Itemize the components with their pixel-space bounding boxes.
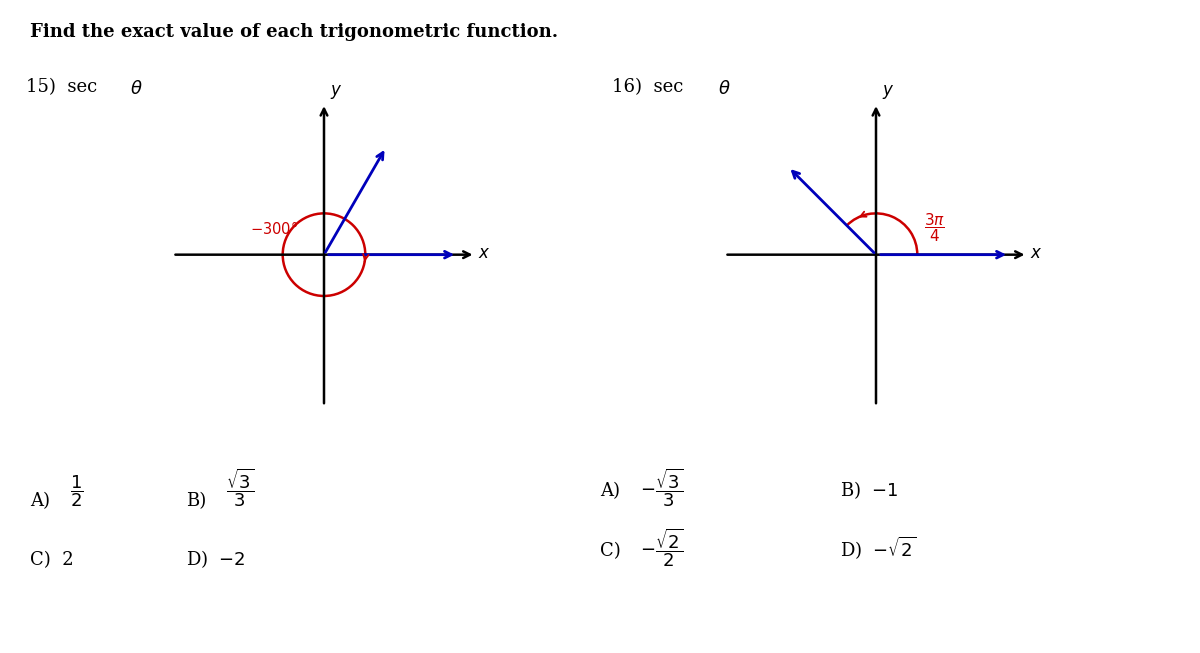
Text: 15)  sec: 15) sec bbox=[26, 78, 97, 97]
Text: $-300°$: $-300°$ bbox=[250, 221, 298, 238]
Text: $-\dfrac{\sqrt{3}}{3}$: $-\dfrac{\sqrt{3}}{3}$ bbox=[640, 466, 683, 509]
Text: 16)  sec: 16) sec bbox=[612, 78, 683, 97]
Text: C)  2: C) 2 bbox=[30, 551, 73, 569]
Text: $\dfrac{\sqrt{3}}{3}$: $\dfrac{\sqrt{3}}{3}$ bbox=[226, 466, 254, 509]
Text: $y$: $y$ bbox=[330, 82, 343, 101]
Text: $x$: $x$ bbox=[478, 245, 491, 262]
Text: D)  $-\sqrt{2}$: D) $-\sqrt{2}$ bbox=[840, 534, 917, 562]
Text: B)  $-1$: B) $-1$ bbox=[840, 479, 899, 502]
Text: $-\dfrac{\sqrt{2}}{2}$: $-\dfrac{\sqrt{2}}{2}$ bbox=[640, 526, 683, 569]
Text: $\theta$: $\theta$ bbox=[130, 80, 143, 98]
Text: $y$: $y$ bbox=[882, 82, 895, 101]
Text: $\dfrac{1}{2}$: $\dfrac{1}{2}$ bbox=[70, 473, 83, 509]
Text: D)  $-2$: D) $-2$ bbox=[186, 548, 246, 570]
Text: $\theta$: $\theta$ bbox=[718, 80, 731, 98]
Text: A): A) bbox=[600, 483, 620, 500]
Text: $x$: $x$ bbox=[1030, 245, 1043, 262]
Text: Find the exact value of each trigonometric function.: Find the exact value of each trigonometr… bbox=[30, 23, 558, 41]
Text: $\dfrac{3\pi}{4}$: $\dfrac{3\pi}{4}$ bbox=[924, 211, 944, 244]
Text: A): A) bbox=[30, 492, 50, 510]
Text: C): C) bbox=[600, 543, 620, 560]
Text: B): B) bbox=[186, 492, 206, 510]
